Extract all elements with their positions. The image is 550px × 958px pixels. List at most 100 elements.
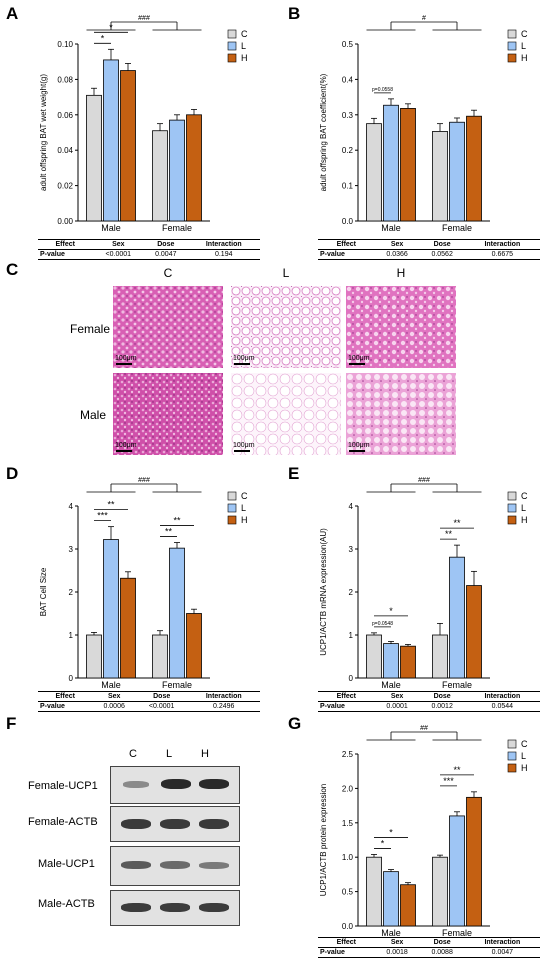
stats-value: 0.0018 xyxy=(374,947,420,958)
stats-table-d: Effect Sex Dose Interaction P-value 0.0006 <0… xyxy=(38,691,260,712)
scale-label: 100μm xyxy=(233,442,255,449)
scale-label: 100μm xyxy=(348,442,370,449)
significance-label: p=0.0558 xyxy=(372,87,393,93)
legend-swatch xyxy=(507,491,517,501)
stats-value: 0.0006 xyxy=(92,701,136,712)
legend-swatch xyxy=(227,41,237,51)
stats-row-label: P-value xyxy=(318,249,375,260)
legend-label: L xyxy=(241,41,246,51)
blot-band xyxy=(121,903,151,912)
between-significance-label: ### xyxy=(138,477,150,484)
y-tick-label: 1 xyxy=(69,631,74,640)
micrograph-texture xyxy=(113,286,223,368)
stats-header: Sex xyxy=(92,691,136,702)
stats-header: Interaction xyxy=(464,239,540,250)
blot-band xyxy=(199,819,229,829)
scale-bar xyxy=(116,450,132,452)
scale-label: 100μm xyxy=(115,355,137,362)
bar xyxy=(366,123,382,222)
stats-header: Dose xyxy=(419,937,465,948)
y-tick-label: 0.0 xyxy=(342,922,354,931)
y-tick-label: 1 xyxy=(349,631,354,640)
scale-bar xyxy=(349,450,365,452)
bar xyxy=(383,104,399,222)
bar xyxy=(86,634,102,679)
significance-label: *** xyxy=(97,511,108,521)
legend-swatch xyxy=(227,29,237,39)
stats-row-label: P-value xyxy=(318,701,375,712)
stats-table-b: Effect Sex Dose Interaction P-value 0.0366 0.… xyxy=(318,239,540,260)
bar xyxy=(383,643,399,679)
between-significance-label: ### xyxy=(138,15,150,22)
y-tick-label: 2.0 xyxy=(342,784,354,793)
significance-label: ** xyxy=(107,500,115,510)
scale-bar xyxy=(349,363,365,365)
bar xyxy=(103,539,119,679)
stats-header: Dose xyxy=(419,691,465,702)
stats-header: Interaction xyxy=(464,691,540,702)
bar xyxy=(449,815,465,927)
legend-label: C xyxy=(241,29,248,39)
blot-column-label: H xyxy=(201,748,209,760)
bar xyxy=(366,856,382,927)
stats-value: 0.2496 xyxy=(187,701,260,712)
y-tick-label: 2.5 xyxy=(342,750,354,759)
blot-band xyxy=(199,903,229,912)
bar xyxy=(103,59,119,222)
stats-table-e: Effect Sex Dose Interaction P-value 0.0001 0.… xyxy=(318,691,540,712)
x-tick-label: Male xyxy=(381,928,401,938)
stats-row-label: P-value xyxy=(38,249,93,260)
micrograph-texture xyxy=(113,373,223,455)
y-tick-label: 4 xyxy=(69,502,74,511)
scale-bar xyxy=(116,363,132,365)
stats-row-label: P-value xyxy=(318,947,375,958)
blot-female-ucp1 xyxy=(110,766,240,804)
bar xyxy=(152,634,168,679)
x-tick-label: Male xyxy=(101,223,121,233)
panel-label-d: D xyxy=(6,464,19,483)
histology-column-title: L xyxy=(282,266,290,280)
legend-swatch xyxy=(507,751,517,761)
legend-label: C xyxy=(521,29,528,39)
significance-label: ** xyxy=(165,527,173,537)
histology-row-title: Female xyxy=(70,322,111,336)
legend-label: C xyxy=(521,491,528,501)
stats-header: Interaction xyxy=(187,691,260,702)
bar xyxy=(466,796,482,927)
chart-a: adult offspring BAT wet weight(g) 0.00 0.0… xyxy=(39,15,248,233)
histology-row-title: Male xyxy=(80,408,107,422)
micrograph-female-c: 100μm xyxy=(113,286,223,368)
x-tick-label: Male xyxy=(381,223,401,233)
y-tick-label: 0.04 xyxy=(57,146,73,155)
y-tick-label: 0.02 xyxy=(57,182,73,191)
legend-label: H xyxy=(241,53,248,63)
scale-label: 100μm xyxy=(115,442,137,449)
stats-header: Sex xyxy=(92,239,145,250)
bar xyxy=(432,634,448,679)
stats-value: 0.0562 xyxy=(419,249,465,260)
bar xyxy=(120,577,136,679)
stats-table-a: Effect Sex Dose Interaction P-value <0.0001 0… xyxy=(38,239,260,260)
blot-column-label: L xyxy=(166,748,173,760)
legend-swatch xyxy=(227,515,237,525)
blot-band xyxy=(160,903,190,912)
scale-bar xyxy=(234,363,250,365)
blot-row-label: Male-ACTB xyxy=(38,898,95,910)
stats-value: 0.0047 xyxy=(464,947,540,958)
micrograph-female-l: 100μm xyxy=(231,286,341,368)
histology-column-title: C xyxy=(163,266,173,280)
legend-label: C xyxy=(241,491,248,501)
significance-label: ** xyxy=(453,518,461,528)
stats-value: 0.0366 xyxy=(374,249,420,260)
bar xyxy=(120,70,136,222)
legend-swatch xyxy=(507,53,517,63)
panel-label-e: E xyxy=(288,464,300,483)
blot-band xyxy=(160,819,190,829)
blot-band xyxy=(160,861,190,869)
stats-table-g: Effect Sex Dose Interaction P-value 0.0018 0.… xyxy=(318,937,540,958)
y-tick-label: 0.4 xyxy=(342,75,354,84)
x-tick-label: Male xyxy=(381,680,401,690)
y-tick-label: 3 xyxy=(349,545,354,554)
legend-label: C xyxy=(521,739,528,749)
